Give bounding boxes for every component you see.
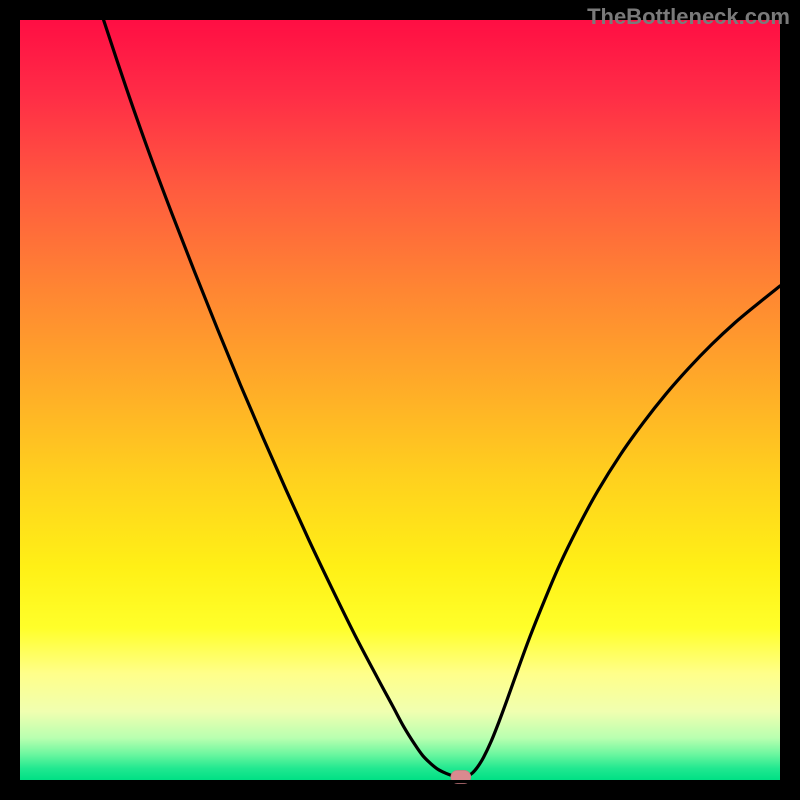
watermark-text: TheBottleneck.com bbox=[587, 4, 790, 30]
bottleneck-chart: TheBottleneck.com bbox=[0, 0, 800, 800]
chart-svg bbox=[0, 0, 800, 800]
